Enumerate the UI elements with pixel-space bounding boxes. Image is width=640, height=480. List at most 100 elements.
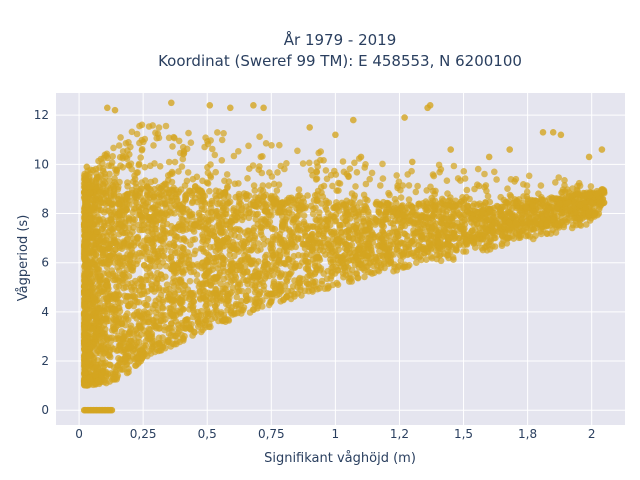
data-point [107,337,115,345]
data-point [290,252,298,260]
data-point [131,175,139,183]
data-point [379,175,387,182]
data-point [225,317,233,324]
data-point [386,229,394,237]
data-point [145,325,153,333]
data-point [81,295,89,302]
data-point [257,270,264,277]
data-point [382,211,390,218]
data-point [466,195,473,203]
data-point [191,236,199,243]
data-point [496,223,503,231]
data-point [345,226,353,234]
data-point [175,325,182,332]
data-point [118,328,125,335]
data-point [159,303,166,311]
data-point [204,138,211,145]
data-point [354,260,362,268]
data-point [435,226,443,233]
data-point [257,153,265,161]
data-point [258,231,265,239]
data-point [498,242,506,249]
data-point [395,178,403,185]
data-point [190,307,197,314]
data-point [377,211,384,218]
data-point [340,273,347,281]
data-point [305,258,312,266]
data-point [232,225,240,233]
data-point [460,168,468,175]
data-point [262,218,269,225]
data-point [256,163,263,170]
data-point [248,273,256,280]
data-point [329,256,337,264]
data-point [512,219,520,227]
data-point [111,106,119,114]
x-tick-label: 0 [75,427,83,441]
data-point [102,294,110,302]
data-point [182,195,189,202]
data-point [537,182,545,189]
data-point [393,172,401,179]
data-point [239,244,246,252]
data-point [332,131,339,139]
data-point [238,287,246,295]
data-point [336,224,344,232]
data-point [150,142,157,149]
data-point [80,337,88,345]
data-point [196,187,204,195]
data-point [314,253,321,261]
data-point [148,229,155,237]
data-point [146,309,153,316]
data-point [294,147,301,155]
data-point [365,211,372,218]
data-point [189,175,197,183]
data-point [539,129,547,136]
data-point [208,197,216,205]
data-point [110,296,117,303]
data-point [169,143,176,150]
data-point [133,187,140,195]
data-point [81,303,89,310]
data-point [363,254,370,262]
data-point [484,192,492,200]
data-point [414,182,421,190]
data-point [435,206,442,213]
data-point [450,256,457,263]
data-point [216,242,223,249]
x-tick-label: 0,75 [258,427,285,441]
data-point [159,259,167,266]
data-point [586,217,594,224]
data-point [92,318,99,326]
data-point [600,188,608,196]
data-point [180,306,187,313]
data-point [356,246,364,254]
data-point [156,324,163,332]
data-point [322,167,330,174]
data-point [503,199,510,206]
data-point [565,199,572,206]
data-point [245,142,252,150]
data-point [119,153,127,160]
data-point [152,309,160,316]
scatter-points [80,99,608,414]
data-point [262,191,270,199]
data-point [312,278,319,285]
data-point [254,194,262,202]
data-point [110,210,118,217]
data-point [203,301,210,309]
data-point [409,208,417,215]
data-point [193,277,201,285]
data-point [393,238,401,246]
data-point [483,240,491,247]
data-point [176,205,183,213]
data-point [405,201,413,209]
data-point [515,234,523,242]
data-point [313,168,321,176]
data-point [378,243,386,251]
data-point [283,160,290,167]
data-point [124,195,131,202]
data-point [320,230,327,237]
data-point [138,145,146,153]
data-point [110,250,117,257]
